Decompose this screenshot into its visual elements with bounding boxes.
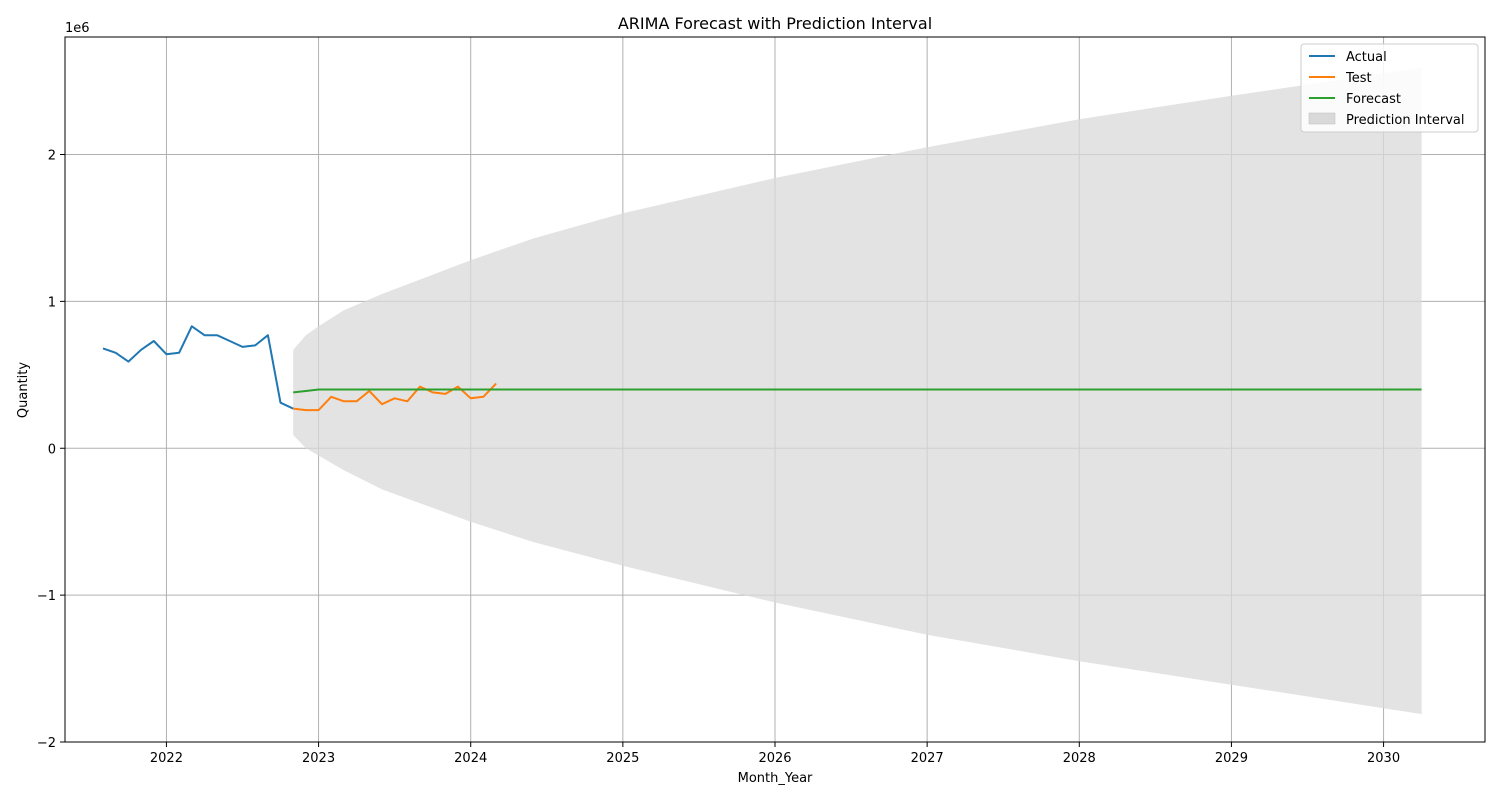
y-axis-ticks: −2 −1 0 1 2	[37, 149, 65, 751]
x-tick-label: 2029	[1215, 751, 1248, 766]
series-lines	[102, 325, 1422, 412]
legend-forecast-label: Forecast	[1346, 92, 1401, 107]
actual-series-line	[102, 325, 294, 410]
chart-title: ARIMA Forecast with Prediction Interval	[618, 14, 932, 33]
x-tick-label: 2022	[150, 751, 183, 766]
legend-actual-label: Actual	[1346, 50, 1387, 65]
legend-interval-label: Prediction Interval	[1346, 113, 1465, 128]
x-tick-label: 2024	[454, 751, 487, 766]
legend-box	[1300, 43, 1479, 133]
x-tick-label: 2025	[606, 751, 639, 766]
y-tick-label: 1	[48, 295, 56, 310]
x-tick-label: 2027	[911, 751, 944, 766]
legend: Actual Test Forecast Prediction Interval	[1300, 43, 1479, 133]
y-tick-label: −1	[37, 589, 56, 604]
x-tick-label: 2023	[302, 751, 335, 766]
y-axis-label: Quantity	[16, 362, 31, 418]
y-tick-label: 0	[48, 442, 56, 457]
y-tick-label: −2	[37, 736, 56, 751]
x-tick-label: 2026	[758, 751, 791, 766]
legend-interval-swatch	[1308, 112, 1336, 125]
x-tick-label: 2030	[1367, 751, 1400, 766]
prediction-interval-band	[293, 67, 1422, 715]
x-tick-label: 2028	[1063, 751, 1096, 766]
legend-test-label: Test	[1345, 71, 1372, 86]
x-axis-ticks: 2022 2023 2024 2025 2026 2027 2028 2029 2030	[150, 742, 1400, 766]
prediction-interval-area	[293, 67, 1422, 715]
x-axis-label: Month_Year	[738, 771, 813, 786]
y-offset-label: 1e6	[65, 21, 90, 36]
y-tick-label: 2	[48, 149, 56, 164]
forecast-series-line	[293, 388, 1422, 394]
